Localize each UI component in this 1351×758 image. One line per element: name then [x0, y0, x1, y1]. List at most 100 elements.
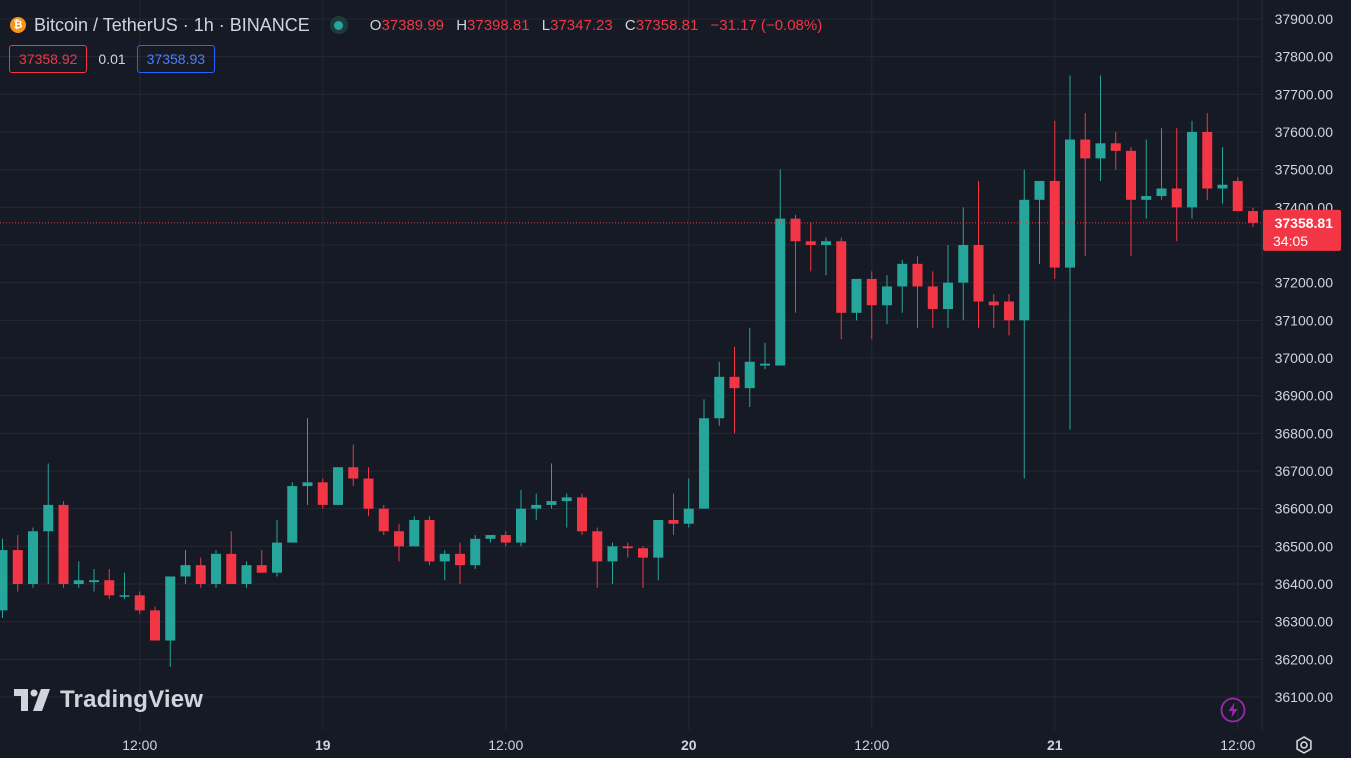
candle[interactable]	[302, 418, 313, 505]
candle[interactable]	[363, 467, 374, 517]
candle[interactable]	[699, 399, 709, 509]
candle[interactable]	[0, 538, 8, 618]
candle-body	[424, 519, 435, 562]
candle[interactable]	[1126, 147, 1136, 257]
candle[interactable]	[516, 489, 526, 547]
candle[interactable]	[592, 527, 603, 588]
candle-body	[1217, 184, 1228, 189]
candle[interactable]	[378, 504, 389, 536]
candle[interactable]	[805, 222, 816, 272]
candle[interactable]	[638, 546, 648, 588]
candle[interactable]	[729, 346, 740, 434]
candle[interactable]	[577, 493, 587, 536]
candle[interactable]	[821, 237, 831, 276]
candle[interactable]	[561, 493, 572, 528]
candle[interactable]	[226, 531, 237, 585]
candle[interactable]	[470, 535, 481, 569]
candle[interactable]	[973, 180, 984, 328]
market-status-icon[interactable]	[329, 16, 348, 34]
candle[interactable]	[333, 467, 343, 505]
candle[interactable]	[760, 342, 770, 370]
candle[interactable]	[897, 260, 908, 313]
candle[interactable]	[424, 516, 435, 566]
candle[interactable]	[348, 444, 359, 487]
candle[interactable]	[439, 550, 450, 581]
candle[interactable]	[500, 531, 511, 547]
buy-price-button[interactable]: 37358.93	[136, 45, 216, 73]
candle[interactable]	[317, 478, 328, 509]
candle[interactable]	[1019, 169, 1030, 479]
candle[interactable]	[912, 256, 923, 328]
candle[interactable]	[211, 550, 221, 588]
candle[interactable]	[73, 561, 84, 588]
candle[interactable]	[836, 237, 847, 340]
candle[interactable]	[1202, 113, 1213, 200]
candle[interactable]	[668, 493, 679, 536]
candle-body	[1141, 196, 1152, 200]
candle[interactable]	[165, 576, 176, 667]
candle[interactable]	[775, 169, 786, 366]
candle[interactable]	[1095, 75, 1106, 181]
candle[interactable]	[988, 293, 999, 328]
candle[interactable]	[1187, 120, 1197, 219]
candle[interactable]	[485, 535, 496, 543]
candle[interactable]	[1049, 120, 1060, 279]
candle[interactable]	[256, 550, 267, 573]
candle[interactable]	[394, 523, 404, 562]
candle[interactable]	[43, 463, 54, 585]
candle-body	[577, 497, 587, 532]
candle[interactable]	[927, 271, 938, 328]
candle[interactable]	[683, 478, 694, 528]
candle[interactable]	[241, 561, 252, 588]
candle[interactable]	[653, 519, 664, 581]
candle[interactable]	[409, 516, 420, 547]
candle[interactable]	[1110, 132, 1121, 170]
candle[interactable]	[744, 327, 755, 407]
candle[interactable]	[622, 542, 633, 558]
candle-body	[1171, 188, 1182, 208]
candle[interactable]	[58, 501, 69, 588]
tradingview-logo[interactable]: TradingView	[14, 686, 203, 714]
sell-price-button[interactable]: 37358.92	[9, 45, 88, 73]
candle[interactable]	[195, 557, 206, 588]
candle[interactable]	[272, 519, 282, 577]
gear-icon[interactable]	[1294, 735, 1314, 755]
candle[interactable]	[12, 535, 23, 592]
candle[interactable]	[119, 572, 130, 600]
candle[interactable]	[882, 275, 892, 325]
candle[interactable]	[1248, 207, 1258, 228]
spread-value: 0.01	[98, 51, 126, 67]
candle[interactable]	[607, 542, 618, 585]
candle[interactable]	[104, 568, 115, 600]
candle[interactable]	[958, 207, 969, 321]
candle[interactable]	[1232, 177, 1243, 212]
candle-body	[958, 245, 969, 283]
candle[interactable]	[790, 214, 801, 313]
candle[interactable]	[1065, 75, 1075, 430]
candle[interactable]	[28, 527, 38, 588]
candle[interactable]	[180, 550, 191, 585]
candle[interactable]	[134, 591, 145, 615]
candle[interactable]	[150, 606, 160, 641]
candle[interactable]	[287, 482, 298, 543]
candle[interactable]	[1217, 147, 1228, 204]
candle[interactable]	[1156, 128, 1167, 200]
lightning-icon[interactable]	[1220, 697, 1246, 723]
candle[interactable]	[1171, 128, 1182, 242]
candle[interactable]	[455, 542, 465, 585]
candle[interactable]	[89, 568, 99, 592]
candle[interactable]	[1080, 113, 1091, 257]
candle[interactable]	[1004, 293, 1014, 336]
candle[interactable]	[851, 278, 862, 321]
y-tick-label: 36600.00	[1275, 501, 1334, 517]
symbol-title[interactable]: Bitcoin / TetherUS · 1h · BINANCE	[34, 14, 310, 35]
candle[interactable]	[1034, 180, 1045, 264]
candle[interactable]	[943, 245, 953, 328]
candle[interactable]	[1141, 139, 1152, 219]
candle-body	[607, 546, 618, 562]
candle[interactable]	[714, 361, 725, 426]
candle[interactable]	[866, 271, 877, 340]
candle[interactable]	[546, 463, 557, 509]
candle[interactable]	[531, 493, 542, 520]
